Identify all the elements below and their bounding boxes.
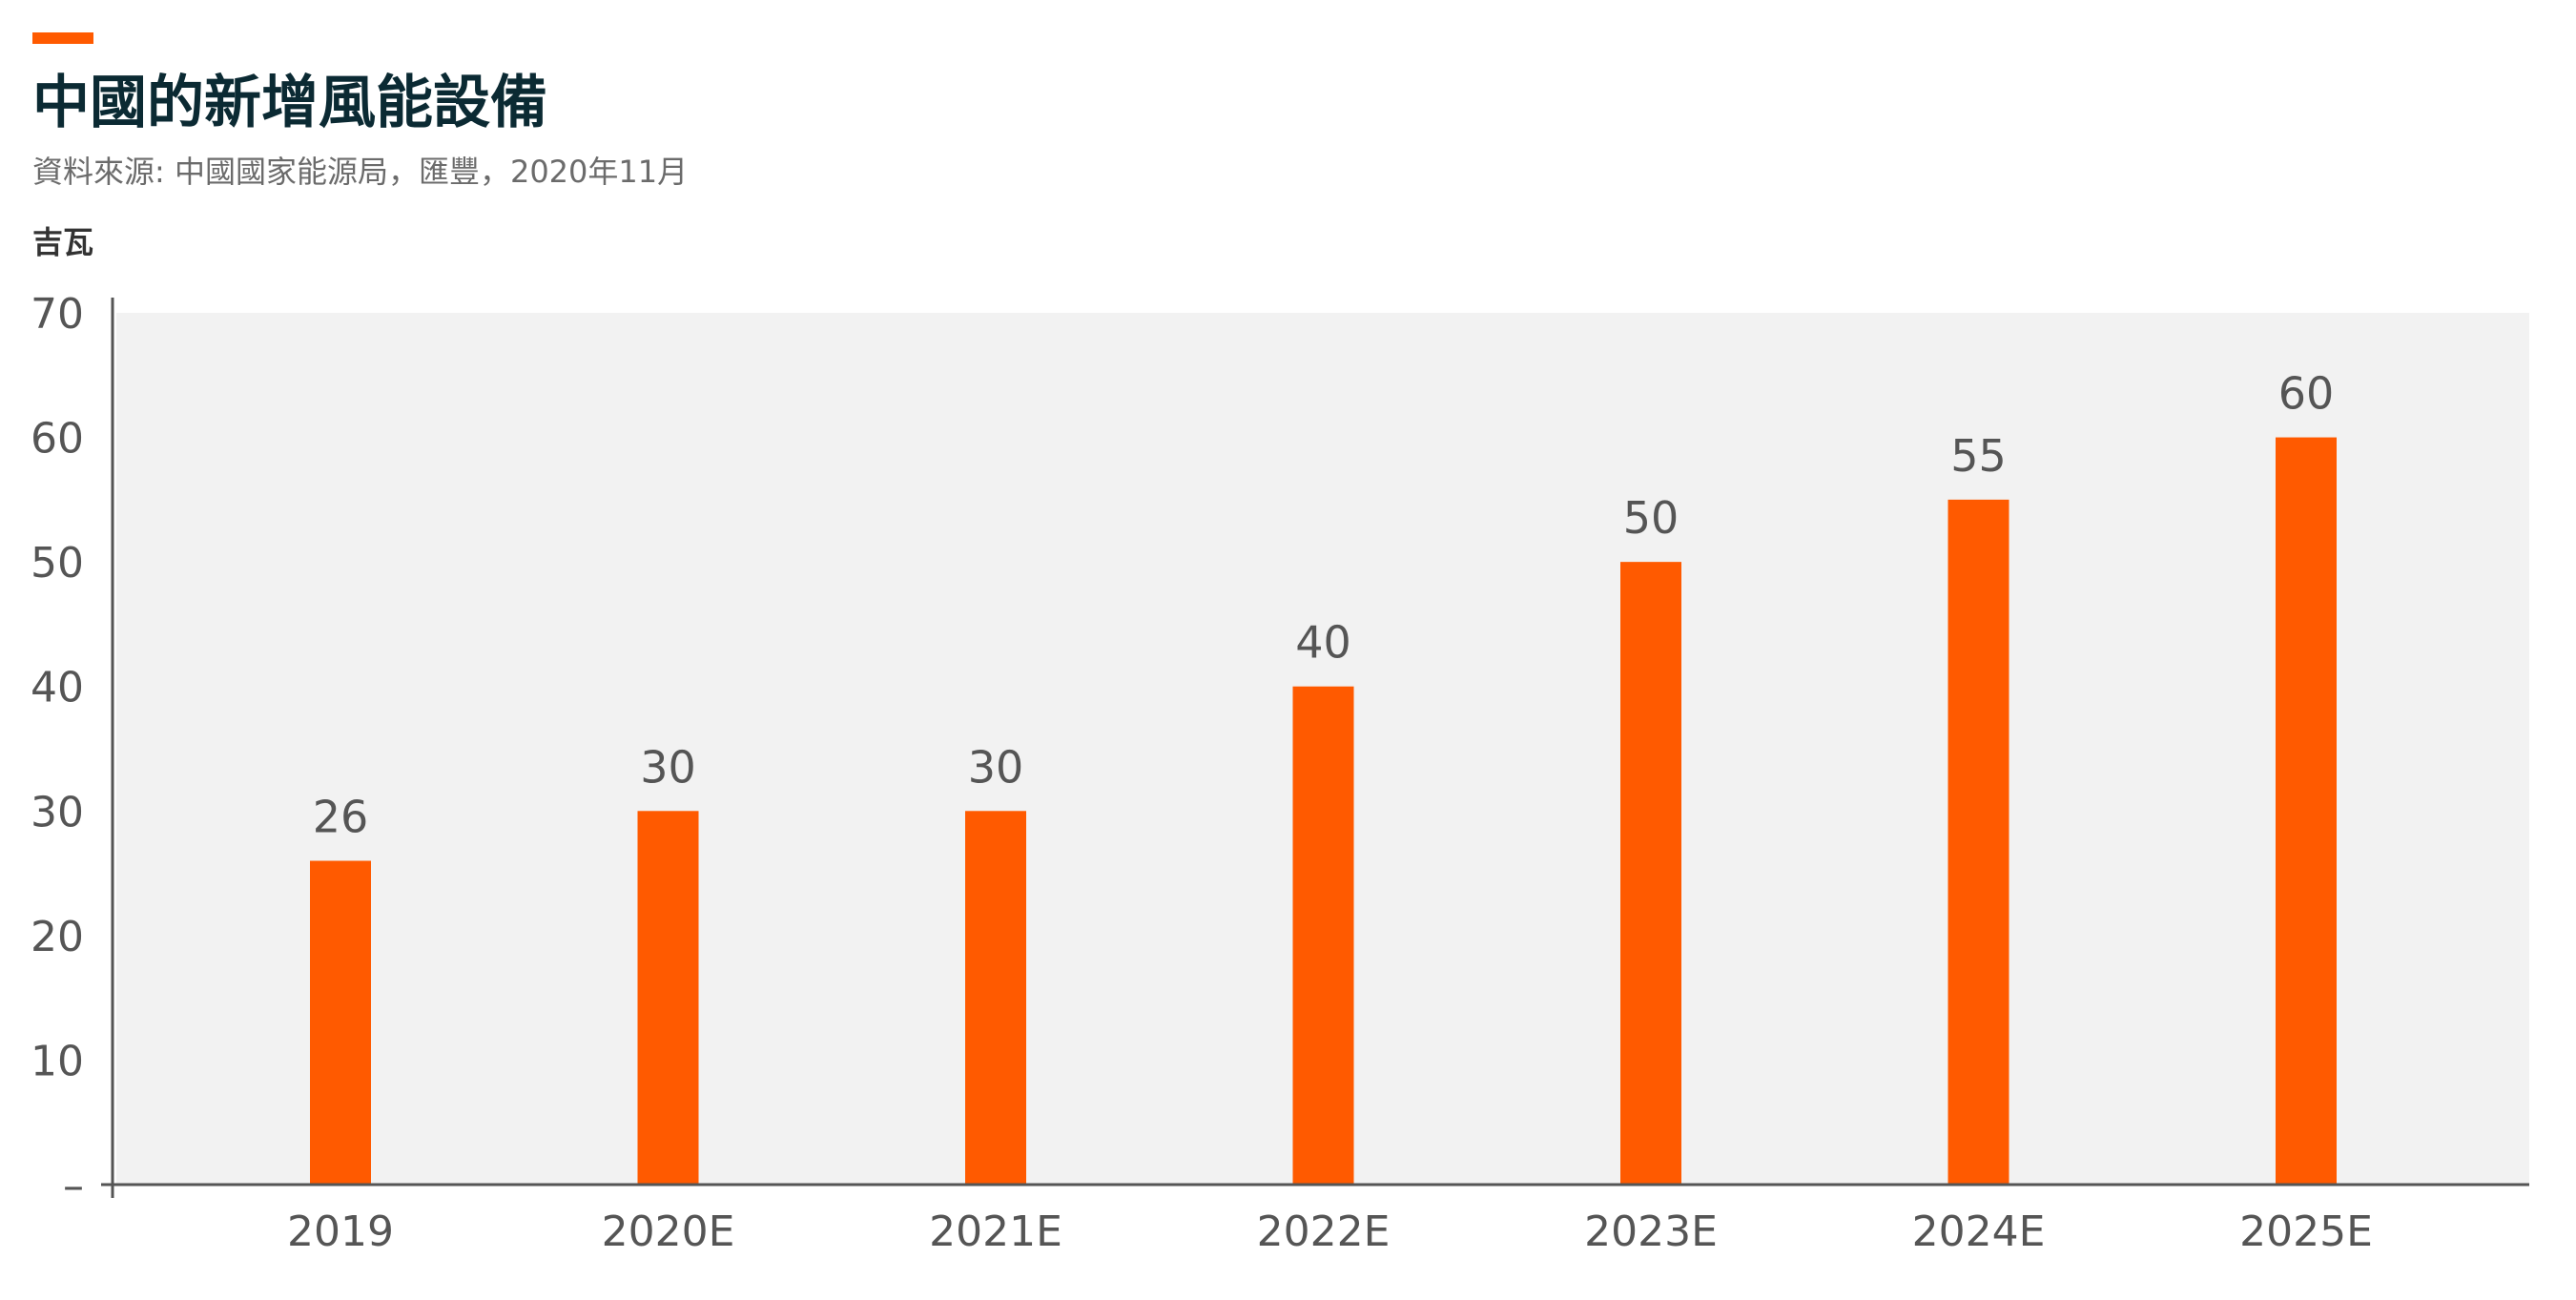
bar-data-label: 26 [313,792,369,843]
bar [1620,562,1681,1185]
chart-source: 資料來源: 中國國家能源局，匯豐，2020年11月 [32,154,689,190]
bar-data-label: 60 [2278,368,2335,420]
bar [1947,499,2009,1185]
bar [2276,437,2337,1186]
bar-data-label: 50 [1623,492,1680,544]
bar [310,860,371,1185]
y-tick-label: – [63,1162,84,1210]
y-tick-label: 40 [31,664,84,712]
x-category-label: 2021E [929,1207,1062,1256]
bar-data-label: 40 [1295,617,1351,669]
y-tick-label: 60 [31,415,84,464]
bar-data-label: 30 [640,741,696,793]
y-tick-label: 70 [31,290,84,339]
x-category-label: 2023E [1584,1207,1718,1256]
bar-data-label: 30 [968,741,1024,793]
y-tick-label: 50 [31,539,84,588]
x-category-label: 2019 [287,1207,394,1256]
bar-data-label: 55 [1950,430,2007,482]
y-tick-label: 20 [31,913,84,961]
y-tick-label: 30 [31,788,84,836]
x-category-label: 2022E [1257,1207,1391,1256]
chart-title: 中國的新增風能設備 [32,70,547,136]
bars [310,437,2337,1186]
y-tick-label: 10 [31,1037,84,1085]
y-axis-ticks: – 10 20 30 40 50 60 70 [31,290,84,1210]
x-category-label: 2025E [2239,1207,2373,1256]
x-axis-labels: 2019 2020E 2021E 2022E 2023E 2024E 2025E [287,1207,2373,1256]
y-axis-unit: 吉瓦 [32,224,94,260]
accent-bar [32,32,93,44]
x-category-label: 2024E [1912,1207,2046,1256]
data-labels: 26 30 30 40 50 55 60 [313,368,2335,843]
bar [637,811,699,1185]
bar [1292,686,1354,1185]
x-category-label: 2020E [602,1207,735,1256]
bar [965,811,1026,1185]
